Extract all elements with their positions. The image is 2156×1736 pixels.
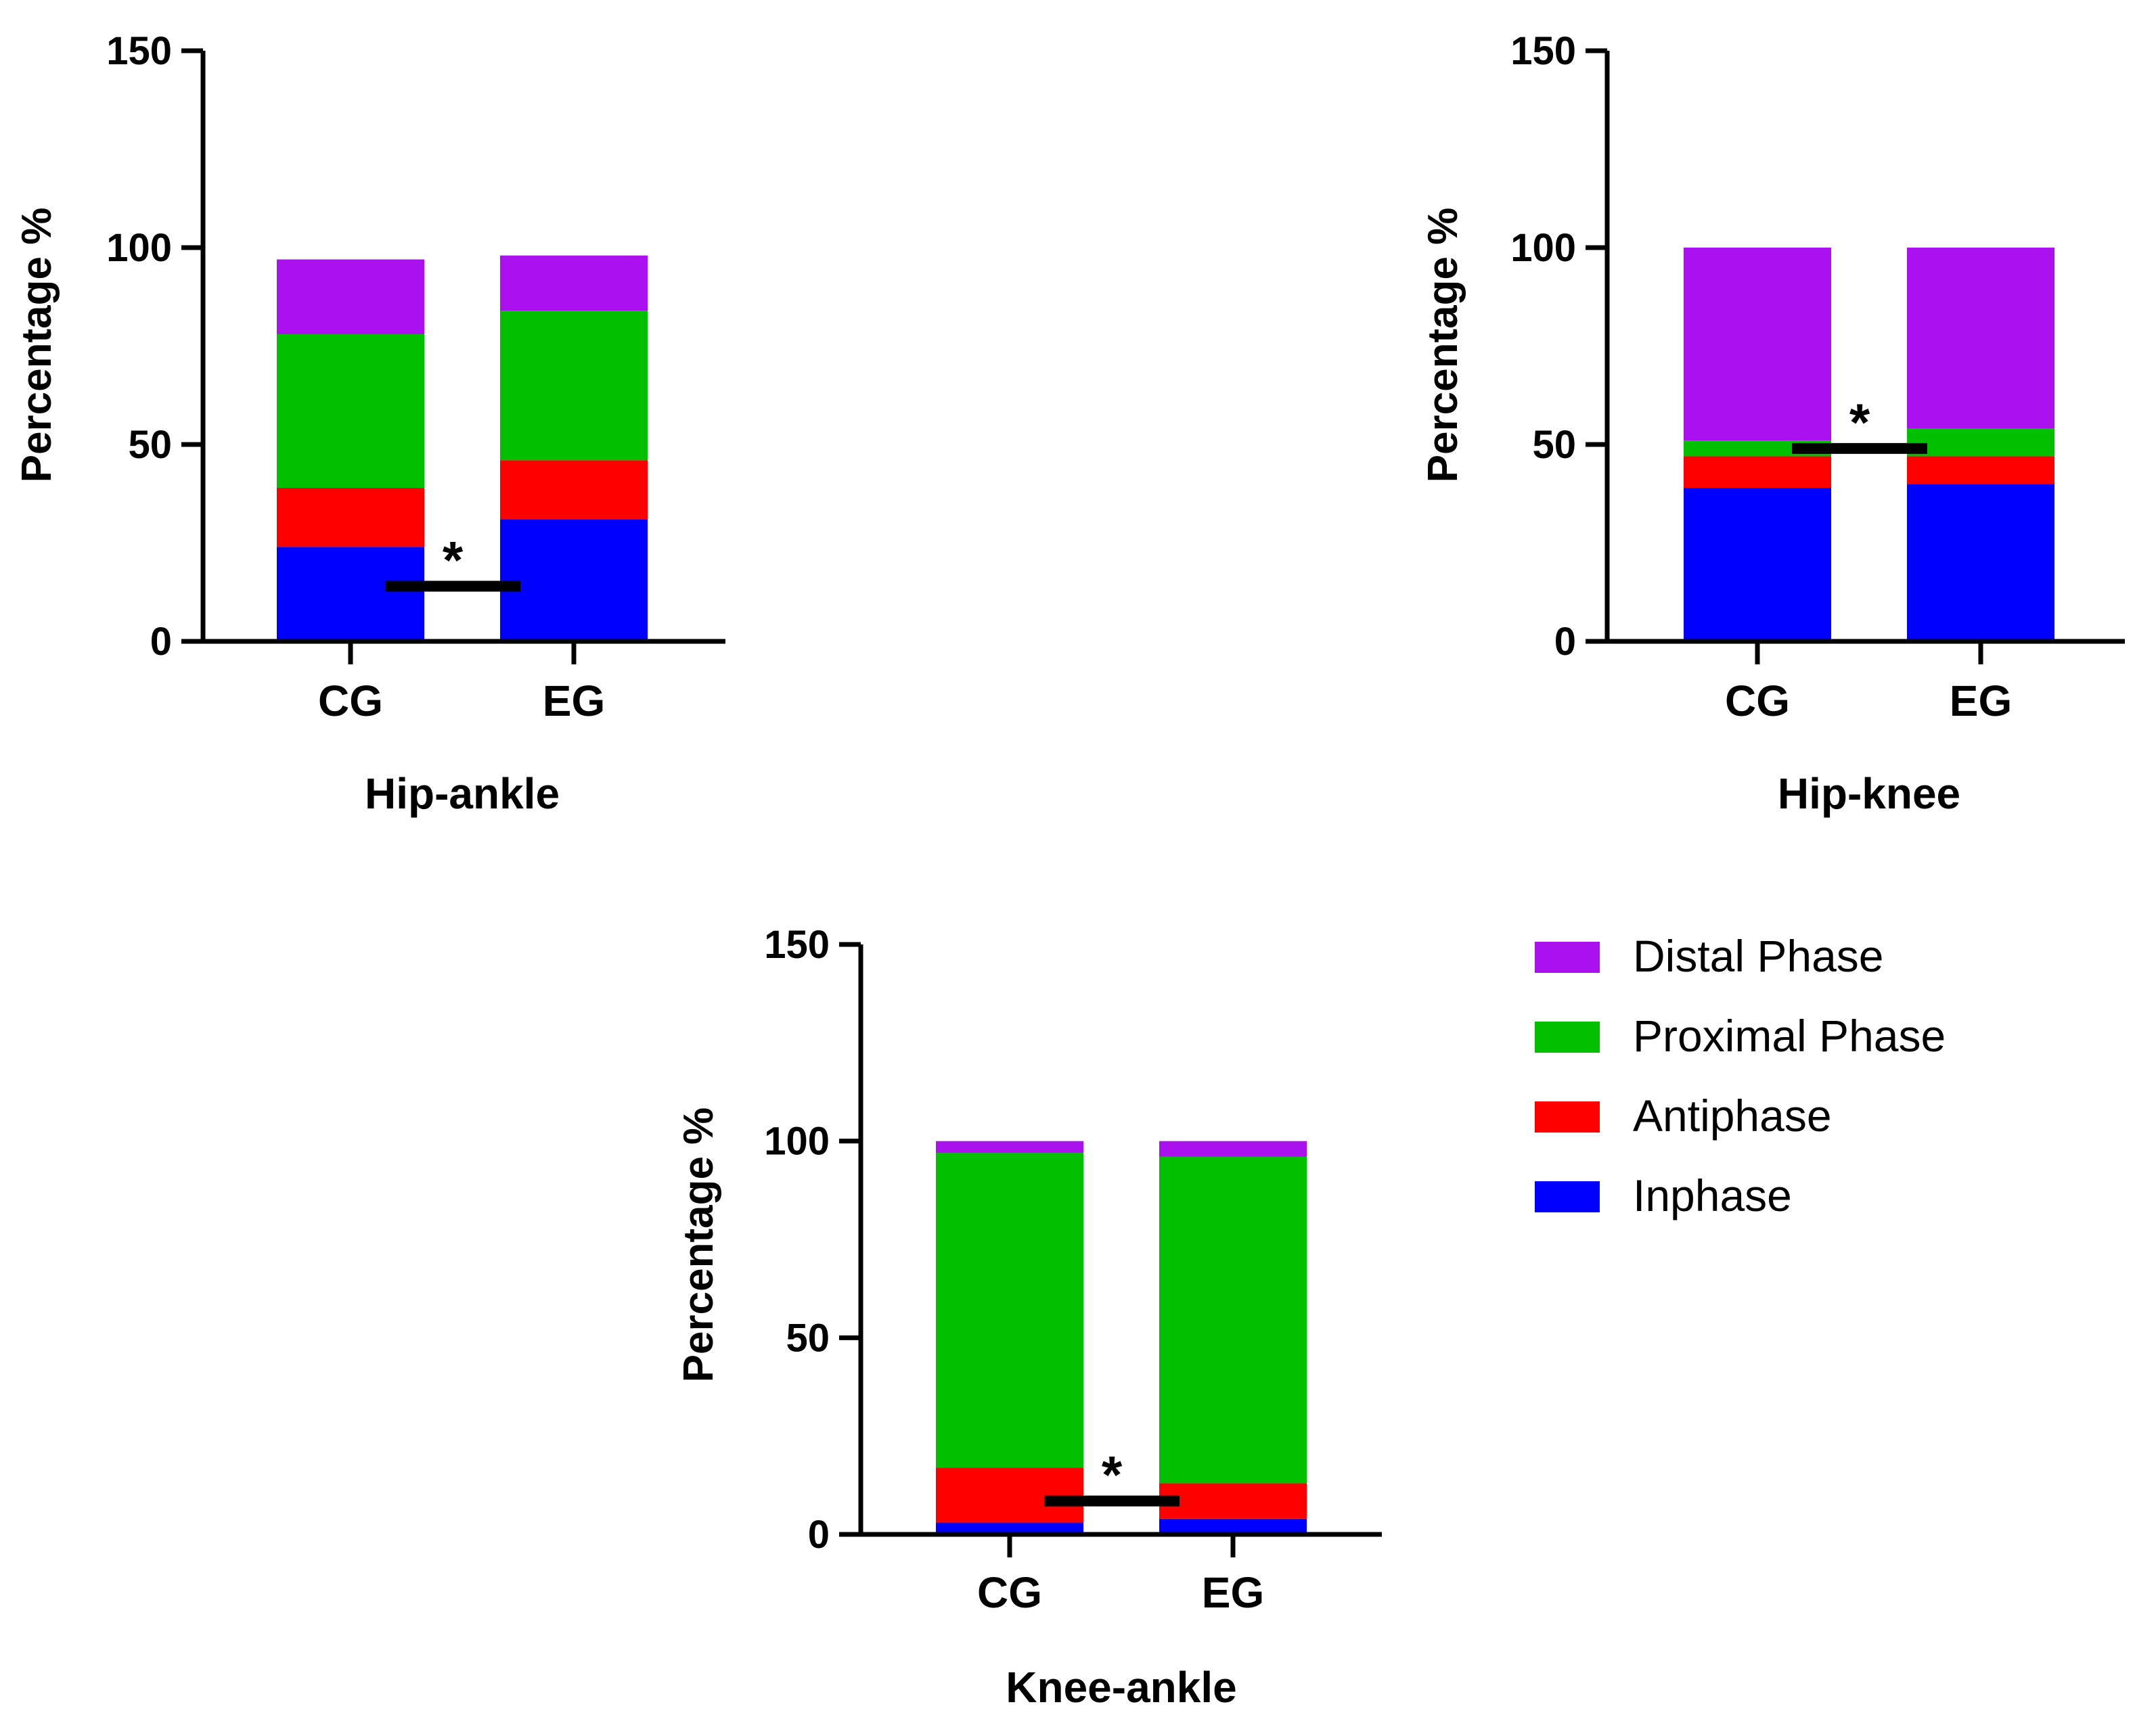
bar-hip-knee-cg-inphase <box>1684 488 1831 641</box>
x-tick-label-hip-knee-eg: EG <box>1950 677 2012 725</box>
legend-label-inphase: Inphase <box>1633 1170 1792 1220</box>
bar-hip-knee-cg-distal-phase <box>1684 248 1831 441</box>
y-tick-label-hip-knee-50: 50 <box>1532 423 1576 467</box>
bar-knee-ankle-cg-distal-phase <box>936 1141 1083 1153</box>
y-axis-label-hip-knee: Percentage % <box>1420 208 1466 483</box>
significance-marker-knee-ankle: * <box>1102 1445 1123 1505</box>
bar-knee-ankle-eg-inphase <box>1159 1518 1307 1534</box>
x-tick-label-hip-ankle-eg: EG <box>543 677 605 725</box>
legend-swatch-proximal-phase <box>1535 1022 1600 1053</box>
y-tick-label-hip-ankle-50: 50 <box>128 423 172 467</box>
bar-hip-knee-eg-antiphase <box>1907 456 2054 484</box>
y-axis-label-knee-ankle: Percentage % <box>675 1107 722 1383</box>
legend: Distal Phase Proximal Phase Antiphase Inpha… <box>1535 931 1946 1220</box>
chart-panel-hip-knee: 0 50 100 150 CG EG Percentage % Hip-knee * <box>1420 29 2125 818</box>
bar-hip-knee-cg-antiphase <box>1684 456 1831 488</box>
bar-knee-ankle-eg-proximal-phase <box>1159 1156 1307 1484</box>
panel-title-hip-ankle: Hip-ankle <box>365 769 560 818</box>
legend-label-proximal-phase: Proximal Phase <box>1633 1011 1946 1061</box>
x-tick-label-hip-knee-cg: CG <box>1725 677 1790 725</box>
y-tick-label-hip-knee-100: 100 <box>1510 226 1576 270</box>
bar-knee-ankle-cg-proximal-phase <box>936 1153 1083 1468</box>
bar-hip-ankle-eg-distal-phase <box>500 255 648 311</box>
bar-hip-knee-eg-distal-phase <box>1907 248 2054 429</box>
bar-hip-knee-eg-proximal-phase <box>1907 428 2054 457</box>
y-tick-label-hip-ankle-0: 0 <box>150 620 172 664</box>
y-tick-label-knee-ankle-100: 100 <box>764 1120 830 1164</box>
bar-knee-ankle-eg-distal-phase <box>1159 1141 1307 1157</box>
bar-hip-ankle-cg-proximal-phase <box>277 334 424 488</box>
y-tick-label-knee-ankle-0: 0 <box>808 1513 830 1557</box>
x-tick-label-knee-ankle-cg: CG <box>977 1568 1042 1617</box>
chart-panel-hip-ankle: 0 50 100 150 CG EG Percentage % Hip-ankle * <box>14 29 725 818</box>
significance-marker-hip-ankle: * <box>443 530 464 590</box>
bar-hip-ankle-cg-antiphase <box>277 488 424 547</box>
significance-marker-hip-knee: * <box>1849 392 1870 452</box>
y-tick-label-hip-knee-0: 0 <box>1554 620 1576 664</box>
bar-knee-ankle-cg-antiphase <box>936 1467 1083 1523</box>
legend-swatch-antiphase <box>1535 1101 1600 1133</box>
bar-hip-ankle-eg-antiphase <box>500 460 648 520</box>
panel-title-hip-knee: Hip-knee <box>1778 769 1960 818</box>
y-tick-label-hip-ankle-100: 100 <box>106 226 172 270</box>
legend-label-antiphase: Antiphase <box>1633 1091 1832 1141</box>
legend-swatch-inphase <box>1535 1181 1600 1212</box>
y-tick-label-hip-ankle-150: 150 <box>106 29 172 73</box>
chart-panel-knee-ankle: 0 50 100 150 CG EG Percentage % Knee-ankle * <box>675 923 1382 1712</box>
y-tick-label-knee-ankle-150: 150 <box>764 923 830 967</box>
legend-label-distal-phase: Distal Phase <box>1633 931 1884 981</box>
bar-hip-ankle-cg-distal-phase <box>277 259 424 335</box>
y-tick-label-hip-knee-150: 150 <box>1510 29 1576 73</box>
y-tick-label-knee-ankle-50: 50 <box>786 1316 830 1360</box>
bar-knee-ankle-eg-antiphase <box>1159 1483 1307 1519</box>
x-tick-label-hip-ankle-cg: CG <box>318 677 383 725</box>
panel-title-knee-ankle: Knee-ankle <box>1006 1663 1236 1712</box>
bar-hip-ankle-cg-inphase <box>277 547 424 641</box>
bar-hip-ankle-eg-inphase <box>500 519 648 641</box>
x-tick-label-knee-ankle-eg: EG <box>1202 1568 1264 1617</box>
bar-hip-ankle-eg-proximal-phase <box>500 311 648 461</box>
bar-knee-ankle-cg-inphase <box>936 1522 1083 1534</box>
bar-hip-knee-eg-inphase <box>1907 484 2054 641</box>
y-axis-label-hip-ankle: Percentage % <box>14 208 60 483</box>
legend-swatch-distal-phase <box>1535 942 1600 973</box>
